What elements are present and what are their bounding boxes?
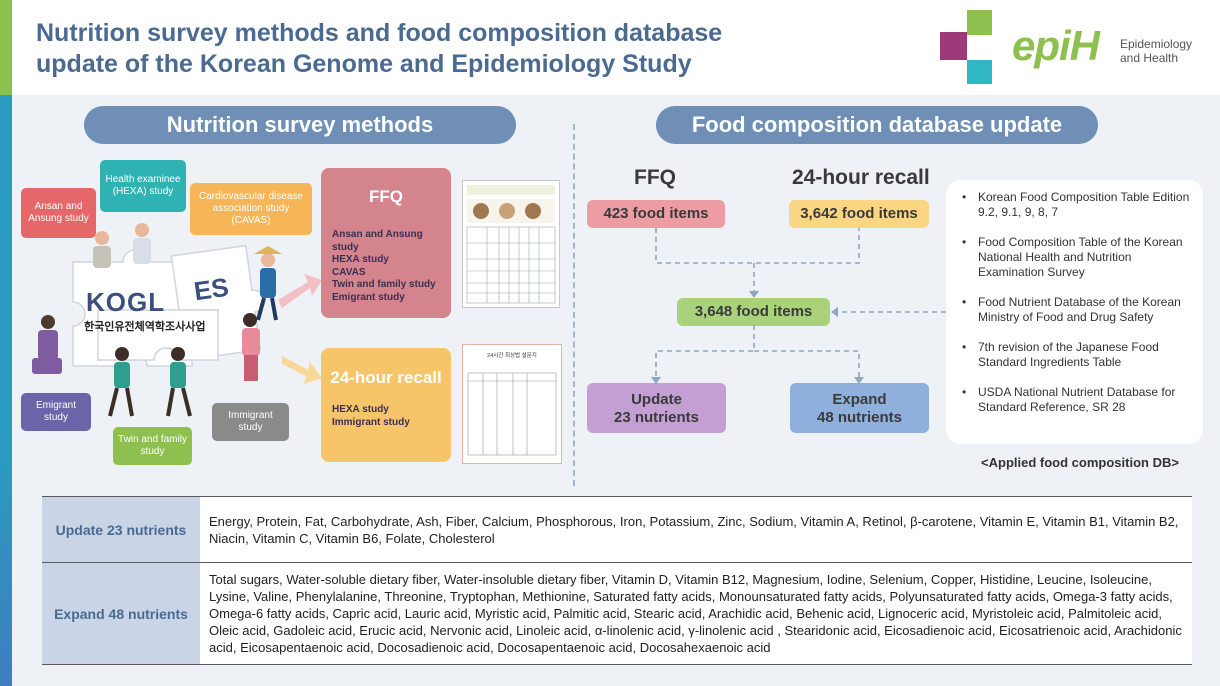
tag-immigrant: Immigrant study (212, 403, 289, 441)
references-caption: <Applied food composition DB> (981, 455, 1179, 470)
accent-bar-blue (0, 95, 12, 686)
tag-hexa: Health examinee (HEXA) study (100, 160, 186, 212)
row-label-update: Update 23 nutrients (42, 497, 200, 562)
header (0, 0, 1220, 95)
ffq-study-item: Ansan and Ansung study (332, 229, 423, 253)
recall-study-list: HEXA study Immigrant study (321, 404, 451, 429)
puzzle-logo: KOGL (86, 287, 165, 318)
tag-ansan: Ansan and Ansung study (21, 188, 96, 238)
logo-mark (940, 10, 996, 86)
ffq-study-item: HEXA study (332, 254, 389, 265)
reference-item: Korean Food Composition Table Edition 9.… (960, 190, 1191, 220)
accent-bar-green (0, 0, 12, 95)
recall-study-item: Immigrant study (332, 416, 410, 428)
recall-title: 24-hour recall (330, 368, 442, 387)
reference-item: 7th revision of the Japanese Food Standa… (960, 340, 1191, 370)
recall-food-items: 3,642 food items (789, 200, 929, 228)
expand-label: Expand (832, 391, 887, 408)
row-label-expand: Expand 48 nutrients (42, 563, 200, 664)
title-line-2: update of the Korean Genome and Epidemio… (36, 50, 692, 78)
row-text-expand: Total sugars, Water-soluble dietary fibe… (200, 563, 1192, 664)
row-text-update: Energy, Protein, Fat, Carbohydrate, Ash,… (200, 497, 1192, 562)
ffq-questionnaire-thumbnail (462, 180, 560, 308)
ffq-box: FFQ Ansan and Ansung study HEXA study CA… (321, 168, 451, 318)
ffq-food-items: 423 food items (587, 200, 725, 228)
update-label: Update (631, 391, 682, 408)
references-panel: Korean Food Composition Table Edition 9.… (946, 180, 1203, 444)
food-db-heading: Food composition database update (656, 106, 1098, 144)
survey-heading: Nutrition survey methods (84, 106, 516, 144)
references-list: Korean Food Composition Table Edition 9.… (946, 180, 1203, 415)
page-title: Nutrition survey methods and food compos… (36, 18, 796, 80)
merged-food-items: 3,648 food items (677, 298, 830, 326)
update-count: 23 nutrients (613, 409, 700, 426)
tag-twin: Twin and family study (113, 427, 192, 465)
ffq-title: FFQ (369, 187, 403, 206)
recall-doc-title: 24시간 회상법 설문지 (487, 353, 537, 359)
logo-subtitle: Epidemiology and Health (1120, 37, 1193, 65)
recall-study-item: HEXA study (332, 404, 389, 415)
flow-connectors (651, 228, 946, 384)
recall-column-header: 24-hour recall (792, 166, 930, 189)
arrow-to-recall (282, 356, 322, 384)
logo-text: epiH (1012, 22, 1100, 69)
section-divider (573, 124, 575, 486)
title-line-1: Nutrition survey methods and food compos… (36, 19, 723, 47)
ffq-study-list: Ansan and Ansung study HEXA study CAVAS … (321, 229, 451, 304)
arrow-to-ffq (278, 274, 322, 308)
expand-nutrients-box: Expand 48 nutrients (790, 383, 929, 433)
recall-questionnaire-thumbnail: 24시간 회상법 설문지 (462, 344, 562, 464)
puzzle-logo-text: KOGL (86, 287, 166, 317)
tag-cavas: Cardiovascular disease association study… (190, 183, 312, 235)
reference-item: USDA National Nutrient Database for Stan… (960, 385, 1191, 415)
ffq-column-header: FFQ (634, 166, 676, 189)
nutrient-table: Update 23 nutrients Energy, Protein, Fat… (42, 496, 1192, 665)
expand-count: 48 nutrients (816, 409, 903, 426)
puzzle-logo-es: ES (192, 271, 231, 307)
update-nutrients-box: Update 23 nutrients (587, 383, 726, 433)
recall-box: 24-hour recall HEXA study Immigrant stud… (321, 348, 451, 462)
ffq-study-item: Emigrant study (332, 291, 405, 303)
puzzle-illustration (32, 223, 282, 417)
ffq-study-item: CAVAS (332, 266, 366, 278)
table-row: Update 23 nutrients Energy, Protein, Fat… (42, 496, 1192, 563)
ffq-study-item: Twin and family study (332, 279, 436, 290)
reference-item: Food Composition Table of the Korean Nat… (960, 235, 1191, 280)
tag-emigrant: Emigrant study (21, 393, 91, 431)
puzzle-korean-text: 한국인유전체역학조사사업 (84, 321, 206, 333)
table-row: Expand 48 nutrients Total sugars, Water-… (42, 563, 1192, 665)
reference-item: Food Nutrient Database of the Korean Min… (960, 295, 1191, 325)
